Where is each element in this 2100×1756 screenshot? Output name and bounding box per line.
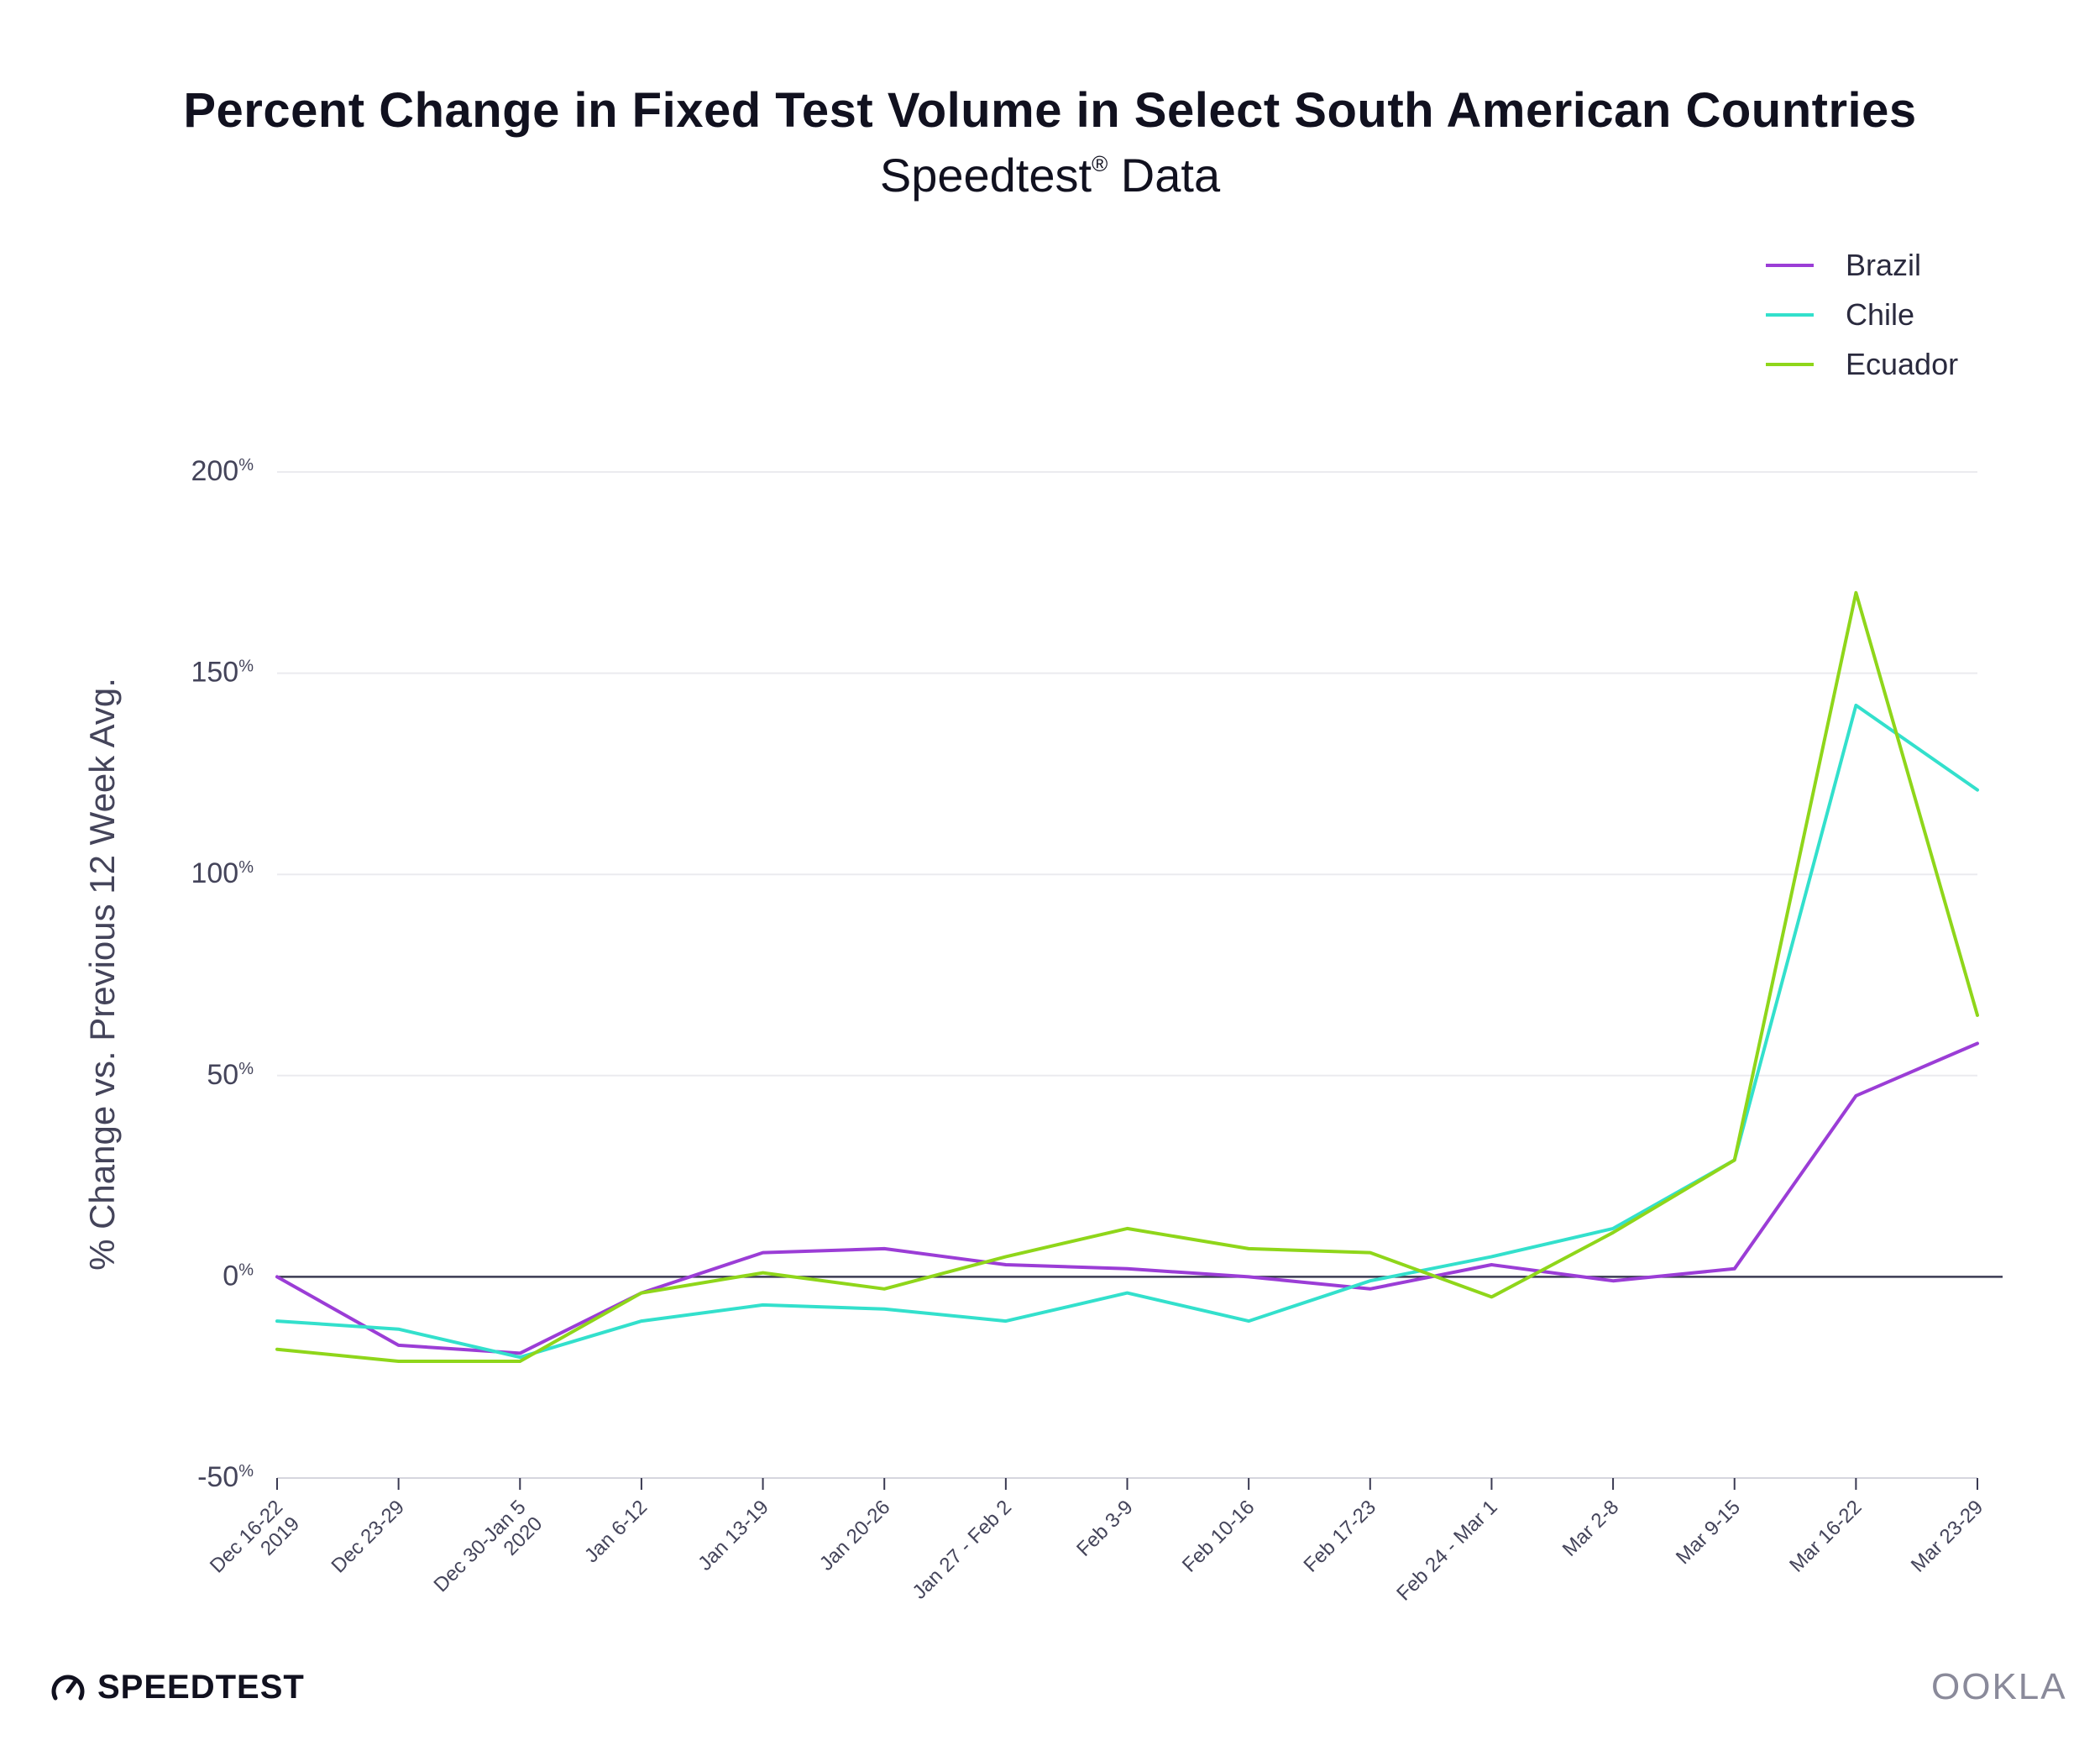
y-tick-unit: %	[238, 1060, 254, 1078]
x-tick-label: Jan 27 - Feb 2	[909, 1496, 1017, 1604]
x-tick-label-group: Jan 6-12	[580, 1496, 652, 1567]
x-tick-label: Mar 9-15	[1672, 1496, 1745, 1569]
y-tick-label: 150%	[191, 657, 254, 689]
ookla-logo: OOKLA	[1931, 1666, 2067, 1707]
x-tick-label-group: Feb 3-9	[1072, 1496, 1138, 1561]
y-axis-label: % Change vs. Previous 12 Week Avg.	[82, 678, 122, 1271]
x-tick-label: Jan 13-19	[694, 1496, 773, 1575]
x-tick-label: Mar 16-22	[1785, 1496, 1866, 1576]
x-tick-label: Feb 24 - Mar 1	[1392, 1496, 1501, 1605]
x-tick-label: Feb 10-16	[1178, 1496, 1259, 1576]
legend-label-ecuador: Ecuador	[1846, 347, 1958, 381]
x-tick-label: Mar 2-8	[1558, 1496, 1624, 1561]
x-tick-label-group: Feb 10-16	[1178, 1496, 1259, 1576]
registered-mark: ®	[1092, 151, 1108, 176]
speedometer-icon	[51, 1675, 85, 1701]
x-tick-label: Feb 17-23	[1300, 1496, 1380, 1576]
series-line-ecuador	[275, 590, 1979, 1363]
y-tick-unit: %	[238, 1261, 254, 1279]
y-tick-label: 100%	[191, 857, 254, 889]
y-tick-unit: %	[238, 1462, 254, 1481]
x-tick-label: Jan 6-12	[580, 1496, 652, 1567]
x-tick-label: Mar 23-29	[1907, 1496, 1987, 1576]
x-tick-label-group: Mar 16-22	[1785, 1496, 1866, 1576]
subtitle-text: Speedtest	[879, 149, 1092, 202]
x-tick-label-group: Jan 13-19	[694, 1496, 773, 1575]
x-tick-label-group: Feb 24 - Mar 1	[1392, 1496, 1501, 1605]
series-line-brazil	[275, 1041, 1979, 1355]
chart-title: Percent Change in Fixed Test Volume in S…	[183, 83, 1917, 138]
legend-label-brazil: Brazil	[1846, 248, 1921, 282]
subtitle-tail: Data	[1108, 149, 1221, 202]
x-tick-label-group: Jan 27 - Feb 2	[909, 1496, 1017, 1604]
x-tick-label-group: Mar 2-8	[1558, 1496, 1624, 1561]
x-tick-label-group: Feb 17-23	[1300, 1496, 1380, 1576]
chart-subtitle: Speedtest® Data	[0, 148, 2100, 202]
y-tick-unit: %	[238, 858, 254, 877]
y-tick-unit: %	[238, 658, 254, 676]
x-tick-label: Feb 3-9	[1072, 1496, 1138, 1561]
x-tick-label: Dec 23-29	[327, 1496, 408, 1577]
y-tick-label: -50%	[197, 1461, 254, 1493]
x-tick-label-group: Mar 9-15	[1672, 1496, 1745, 1569]
series-line-chile	[275, 703, 1979, 1360]
y-tick-label: 50%	[207, 1059, 254, 1091]
legend-label-chile: Chile	[1846, 297, 1914, 332]
y-tick-label: 200%	[191, 455, 254, 487]
y-tick-label: 0%	[223, 1260, 254, 1292]
x-tick-label-group: Jan 20-26	[815, 1496, 895, 1575]
x-tick-label: Jan 20-26	[815, 1496, 895, 1575]
speedtest-logo: SPEEDTEST	[49, 1668, 305, 1706]
x-tick-label-group: Dec 23-29	[327, 1496, 408, 1577]
speedtest-wordmark: SPEEDTEST	[97, 1668, 305, 1706]
x-tick-label-group: Mar 23-29	[1907, 1496, 1987, 1576]
y-tick-unit: %	[238, 456, 254, 474]
